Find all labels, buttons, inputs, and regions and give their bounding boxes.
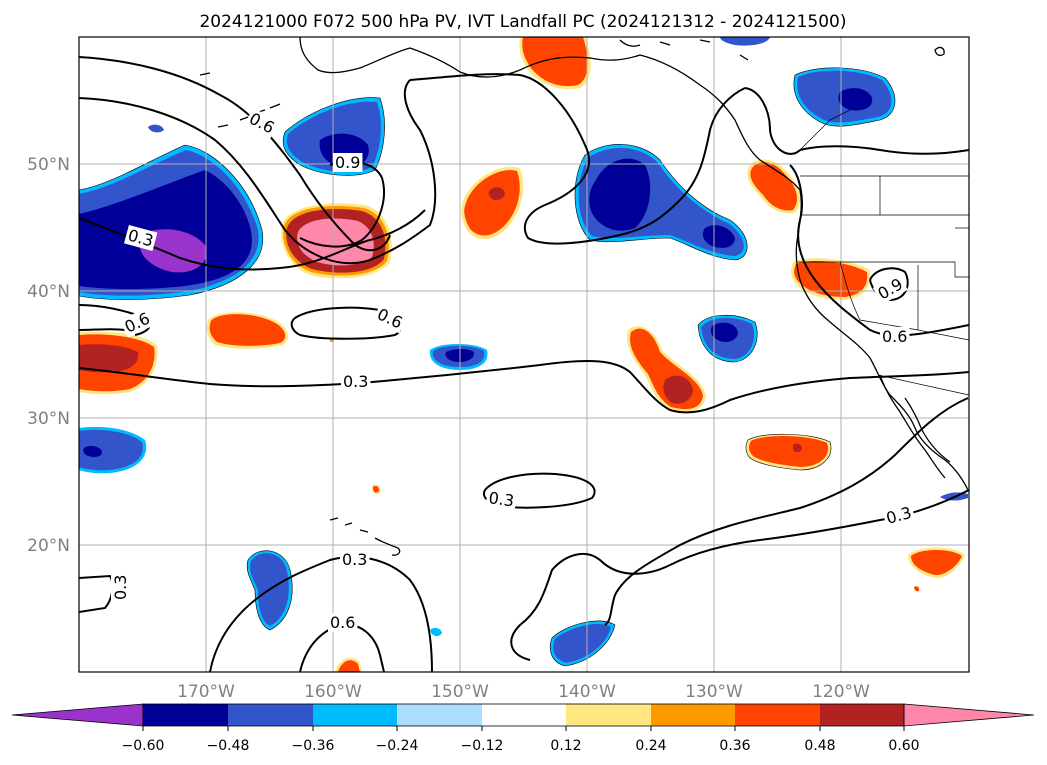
colorbar-tick-label: 0.24 [635, 738, 666, 754]
contour-label-knockout [111, 572, 130, 602]
colorbar-segment [397, 704, 482, 726]
contour-label: 0.3 [343, 372, 368, 391]
colorbar-tick-label: −0.36 [292, 738, 335, 754]
lat-label-50: 50°N [27, 155, 70, 175]
colorbar-tick-label: −0.12 [461, 738, 504, 754]
colorbar-tick-label: 0.48 [804, 738, 835, 754]
colorbar-segment [566, 704, 651, 726]
colorbar-segment [228, 704, 313, 726]
contour-label-knockout [880, 327, 910, 346]
contour-label: 0.3 [111, 575, 130, 600]
contour-label-knockout [328, 613, 358, 632]
colorbar-extend-max [903, 703, 1035, 727]
colorbar-tick-label: 0.60 [888, 738, 919, 754]
contour-label-knockout [124, 224, 158, 251]
contour-label-knockout [341, 372, 371, 391]
map-panel: 0.6 0.3 0.9 0.6 0.6 0.3 0.3 0.3 0.9 0.6 … [78, 36, 970, 673]
colorbar-segment [313, 704, 397, 726]
colorbar-extend-min [11, 703, 144, 727]
contour-label-knockout [119, 307, 155, 338]
contour-labels: 0.6 0.3 0.9 0.6 0.6 0.3 0.3 0.3 0.9 0.6 … [111, 107, 916, 632]
contour-label-knockout [340, 550, 370, 569]
colorbar-tick-label: 0.36 [719, 738, 750, 754]
contour-label-knockout [244, 107, 280, 139]
figure-title: 2024121000 F072 500 hPa PV, IVT Landfall… [199, 12, 846, 32]
colorbar-tick-label: −0.48 [207, 738, 250, 754]
contour-label-knockout [872, 273, 908, 305]
colorbar-tick-label: 0.12 [550, 738, 581, 754]
political-borders [798, 109, 969, 396]
colorbar-segment [143, 704, 228, 726]
contour-label: 0.9 [335, 153, 360, 172]
colorbar-tick-label: −0.60 [122, 738, 165, 754]
longitude-labels: 170°W 160°W 150°W 140°W 130°W 120°W [177, 682, 870, 702]
colorbar-segment [735, 704, 820, 726]
contour-label-knockout [485, 487, 518, 511]
pv-contours [79, 56, 969, 672]
lat-label-40: 40°N [27, 282, 70, 302]
colorbar: −0.60 −0.48 −0.36 −0.24 −0.12 0.12 0.24 … [11, 703, 1035, 754]
contour-label-knockout [333, 153, 363, 172]
contour-label: 0.3 [342, 550, 367, 569]
contour-label-knockout [882, 502, 916, 529]
lat-label-20: 20°N [27, 536, 70, 556]
shade-edges [79, 67, 896, 667]
pv-positive-anomalies [79, 37, 965, 672]
lon-label-140w: 140°W [558, 682, 616, 702]
colorbar-segment [820, 704, 904, 726]
contour-label: 0.3 [487, 488, 515, 510]
colorbar-frame [142, 703, 905, 727]
contour-label-knockout [372, 303, 408, 334]
colorbar-segment [482, 704, 566, 726]
pv-negative-anomalies [79, 37, 968, 666]
map-frame [78, 36, 970, 673]
colorbar-tick-label: −0.24 [376, 738, 419, 754]
lon-label-150w: 150°W [431, 682, 489, 702]
latitude-labels: 50°N 40°N 30°N 20°N [27, 155, 70, 556]
graticule [79, 37, 969, 672]
ocean-background [79, 37, 969, 672]
lon-label-130w: 130°W [685, 682, 743, 702]
contour-label: 0.6 [882, 327, 907, 346]
lat-label-30: 30°N [27, 409, 70, 429]
lon-label-160w: 160°W [304, 682, 362, 702]
lon-label-170w: 170°W [177, 682, 235, 702]
colorbar-segment [651, 704, 735, 726]
lon-label-120w: 120°W [812, 682, 870, 702]
contour-label: 0.6 [330, 613, 355, 632]
